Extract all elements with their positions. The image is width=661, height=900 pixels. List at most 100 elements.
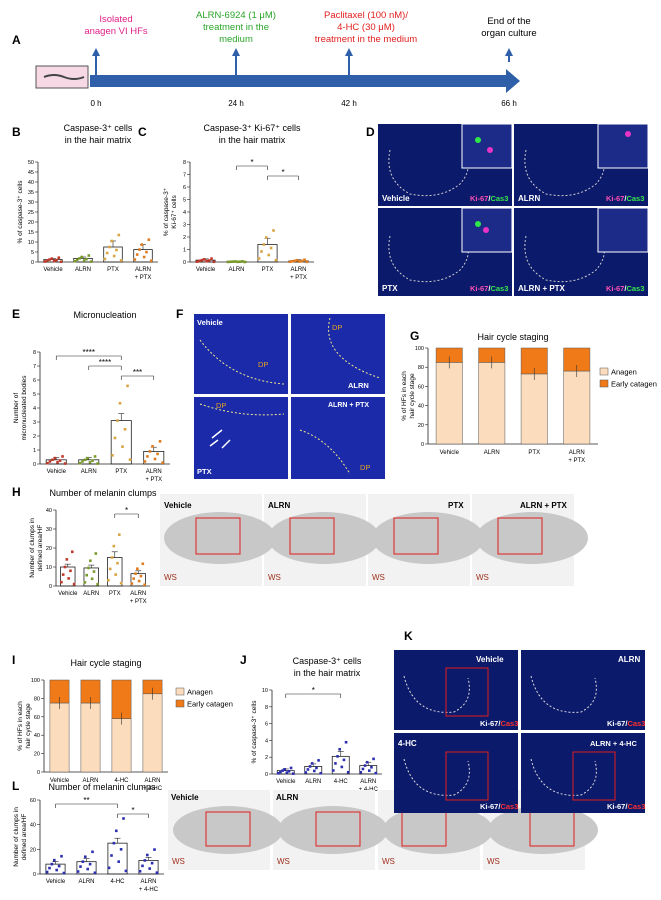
- cas3-label: Cas3: [490, 194, 508, 203]
- stain-legend-ptx: Ki-67/Cas3: [470, 284, 508, 293]
- data-point: [153, 848, 156, 851]
- data-point: [89, 559, 92, 563]
- y-tick-label: 8: [33, 350, 36, 356]
- ws-label: WS: [172, 857, 185, 866]
- data-point: [67, 577, 70, 580]
- data-point: [368, 769, 371, 772]
- y-tick-label: 60: [34, 715, 40, 721]
- data-point: [229, 260, 232, 264]
- bar: [110, 420, 132, 465]
- significance-label: ****: [83, 348, 95, 357]
- data-point: [121, 445, 124, 448]
- y-tick-label: 20: [30, 847, 36, 853]
- roi-box: [445, 667, 489, 717]
- alrn-line-1: ALRN-6924 (1 μM): [196, 10, 276, 21]
- category-label: ALRN: [82, 778, 98, 784]
- category-label: PTX: [528, 450, 540, 456]
- data-point: [293, 259, 297, 263]
- data-point: [205, 259, 209, 263]
- data-point: [143, 460, 147, 463]
- stacked-bar-anagen: [563, 370, 591, 445]
- data-point: [124, 869, 128, 873]
- data-point: [153, 457, 157, 461]
- data-point: [69, 569, 72, 573]
- ki67-label: Ki-67: [470, 284, 488, 293]
- cas3-label: Cas3: [490, 284, 508, 293]
- y-tick-label: 0: [265, 772, 268, 778]
- data-point: [303, 258, 306, 262]
- y-tick-label: 8: [183, 160, 186, 166]
- data-point: [141, 864, 144, 868]
- data-point: [132, 577, 135, 580]
- hf-tissue: [383, 806, 493, 854]
- data-point: [53, 456, 57, 460]
- y-tick-label: 15: [28, 230, 34, 236]
- panel-letter-l: L: [12, 779, 19, 793]
- dp-label: DP: [360, 463, 370, 472]
- data-point: [80, 255, 84, 259]
- data-point: [89, 260, 93, 263]
- y-axis-label: Number of clumps in: [13, 807, 20, 867]
- inset-vehicle: [461, 123, 513, 169]
- data-point: [86, 456, 89, 460]
- panel-a: A 0 h 24 h 42 h 66 h Isolated anagen VI …: [12, 10, 537, 108]
- timeline-arrowhead: [506, 69, 520, 93]
- data-point: [137, 579, 141, 583]
- data-point: [55, 868, 59, 872]
- data-point: [119, 848, 123, 851]
- k-image-vehicle: [394, 650, 518, 730]
- data-point: [226, 260, 230, 264]
- panel-letter-j: J: [240, 653, 247, 667]
- magenta-signal: [483, 227, 489, 233]
- dapi-alrn-ptx: [291, 397, 385, 479]
- ki67-label: Ki-67: [470, 194, 488, 203]
- y-axis-label: hair cycle stage: [409, 373, 416, 419]
- category-label: PTX: [109, 591, 121, 597]
- data-point: [48, 866, 51, 870]
- dp-outline-alrn-ptx: [299, 429, 351, 475]
- y-tick-label: 80: [418, 365, 424, 371]
- data-point: [274, 258, 278, 262]
- data-point: [151, 445, 154, 448]
- legend-swatch-anagen: [599, 367, 609, 376]
- dp-label: DP: [258, 360, 268, 369]
- data-point: [133, 258, 137, 261]
- stacked-bar-anagen: [142, 693, 163, 773]
- category-label: ALRN: [130, 591, 146, 597]
- data-point: [50, 257, 54, 260]
- data-point: [210, 257, 213, 260]
- data-point: [94, 552, 98, 555]
- data-point: [142, 255, 146, 259]
- data-point: [117, 860, 121, 863]
- data-point: [72, 582, 76, 586]
- y-tick-label: 20: [418, 423, 424, 429]
- k-stain-4hc: Ki-67/Cas3: [480, 802, 518, 811]
- roi-box: [315, 811, 361, 847]
- tick-42h-head: [345, 48, 353, 56]
- y-tick-label: 0: [37, 770, 40, 776]
- data-point: [361, 767, 365, 771]
- data-point: [269, 246, 273, 250]
- category-label: Vehicle: [46, 879, 66, 885]
- data-point: [79, 865, 82, 868]
- panel-letter-f: F: [176, 307, 183, 321]
- data-point: [346, 770, 350, 774]
- data-point: [306, 768, 310, 771]
- panel-h-images: Vehicle ALRN PTX ALRN + PTX WS WS WS WS: [160, 494, 588, 586]
- y-tick-label: 5: [33, 392, 36, 398]
- data-point: [310, 762, 314, 765]
- category-label: 4-HC: [334, 779, 349, 785]
- chart-title: Caspase-3⁺ Ki-67⁺ cells: [203, 123, 301, 133]
- stacked-bar-anagen: [520, 373, 548, 445]
- slash-label: /: [498, 719, 501, 728]
- panel-letter-k: K: [404, 629, 413, 643]
- data-point: [58, 459, 62, 462]
- chart-title: Number of melanin clumps: [49, 488, 157, 498]
- data-point: [60, 580, 63, 584]
- stacked-bar-anagen: [478, 362, 506, 445]
- significance-label: **: [83, 796, 89, 805]
- panel-k-images: Vehicle ALRN 4-HC ALRN + 4-HC Ki-67/Cas3…: [394, 650, 645, 813]
- f-label-alrn-ptx: ALRN + PTX: [328, 402, 369, 409]
- cas3-label: Cas3: [626, 284, 644, 293]
- data-point: [262, 243, 266, 246]
